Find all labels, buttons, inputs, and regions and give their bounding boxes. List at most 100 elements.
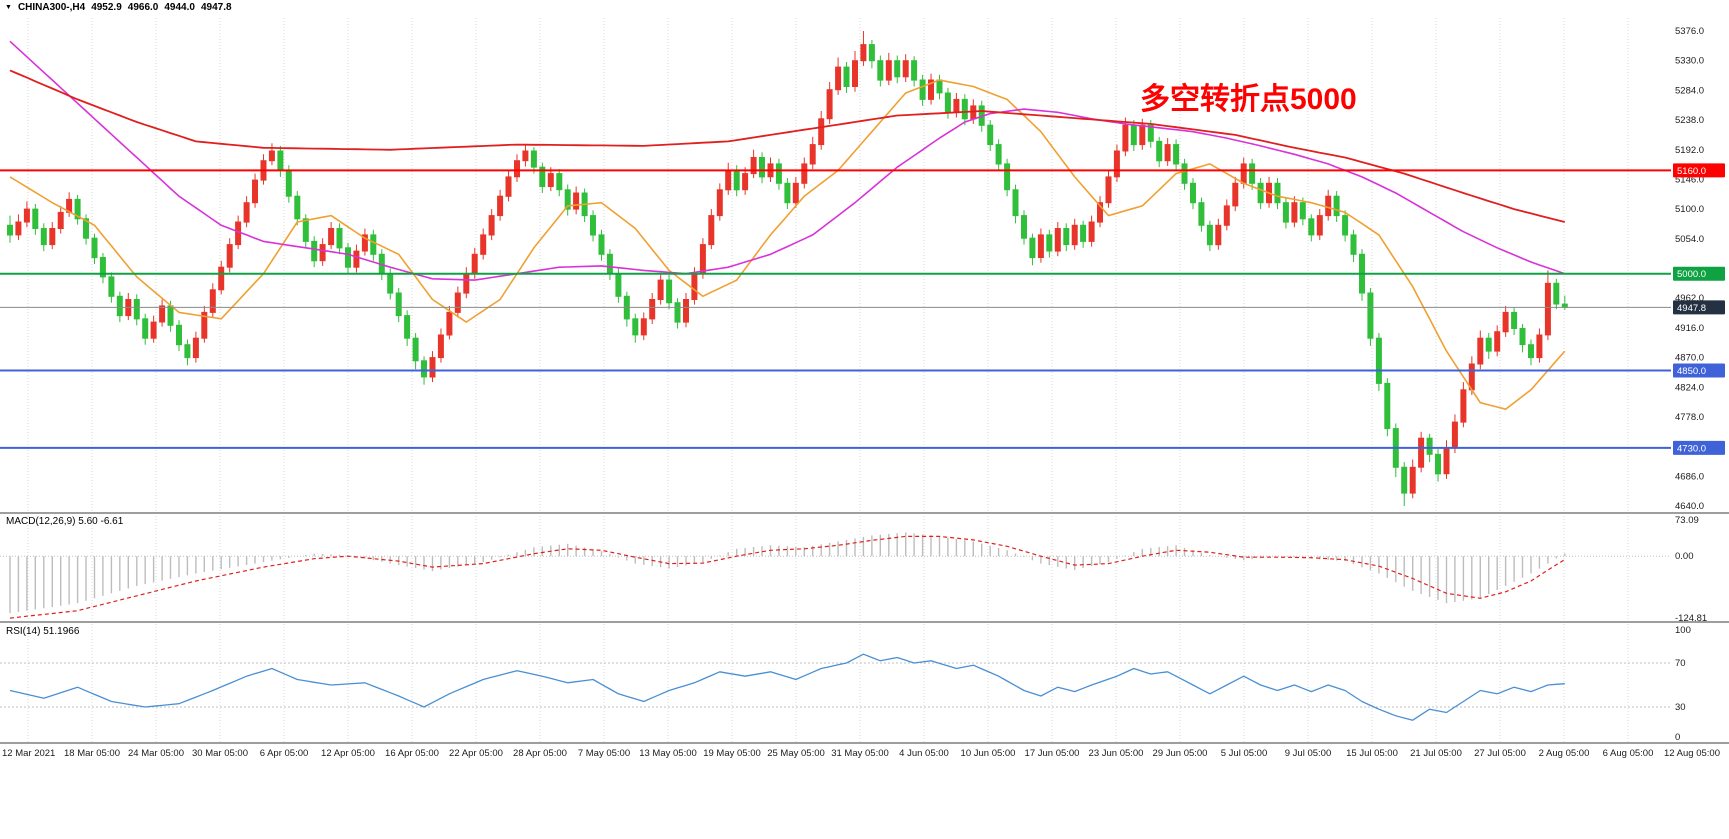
candle-body <box>716 189 723 217</box>
candle-body <box>480 234 487 255</box>
candle-body <box>235 221 242 246</box>
candle-body <box>801 163 808 184</box>
candle-body <box>463 273 470 294</box>
candle-body <box>1046 234 1053 252</box>
candle-body <box>826 89 833 120</box>
candle-body <box>1147 124 1154 142</box>
candle-body <box>32 208 39 230</box>
candle-body <box>328 228 335 246</box>
candle-body <box>1384 382 1391 430</box>
macd-axis-label: -124.81 <box>1675 613 1707 624</box>
candle-body <box>1105 176 1112 204</box>
candle-body <box>488 215 495 236</box>
candle-body <box>868 44 875 62</box>
candle-body <box>319 244 326 262</box>
price-level-badge-label: 4730.0 <box>1677 443 1706 454</box>
candle-body <box>294 195 301 220</box>
candle-body <box>192 337 199 359</box>
candle-body <box>353 250 360 268</box>
candle-body <box>911 60 918 81</box>
price-level-badge <box>1673 266 1725 281</box>
candle-body <box>691 273 698 301</box>
candle-body <box>1553 282 1560 305</box>
macd-indicator-label: MACD(12,26,9) 5.60 -6.61 <box>6 516 124 527</box>
date-label: 12 Aug 05:00 <box>1664 748 1720 759</box>
candle-body <box>437 334 444 359</box>
candle-body <box>1139 124 1146 146</box>
candle-body <box>995 144 1002 165</box>
rsi-axis-label: 100 <box>1675 625 1691 636</box>
date-label: 31 May 05:00 <box>831 748 889 759</box>
candle-body <box>184 344 191 359</box>
candle-body <box>1451 421 1458 449</box>
candle-body <box>539 166 546 188</box>
candle-body <box>7 224 13 236</box>
candle-body <box>1299 202 1306 220</box>
candle-body <box>49 228 56 246</box>
candle-body <box>674 302 681 323</box>
price-tick-label: 5284.0 <box>1675 85 1704 96</box>
price-tick-label: 4640.0 <box>1675 501 1704 512</box>
rsi-line <box>9 653 1565 721</box>
date-label: 23 Jun 05:00 <box>1089 748 1144 759</box>
candle-body <box>1409 466 1416 494</box>
date-label: 27 Jul 05:00 <box>1474 748 1526 759</box>
candle-body <box>860 44 867 62</box>
candle-body <box>1342 215 1349 236</box>
candle-body <box>928 79 934 100</box>
price-tick-label: 4778.0 <box>1675 412 1704 423</box>
candle-body <box>514 160 520 178</box>
date-label: 16 Apr 05:00 <box>385 748 439 759</box>
candle-body <box>1097 202 1103 223</box>
candle-body <box>471 253 478 275</box>
candle-body <box>421 360 427 378</box>
candle-body <box>302 218 309 242</box>
candle-body <box>218 266 225 291</box>
date-label: 12 Mar 2021 <box>2 748 55 759</box>
candle-body <box>108 276 115 297</box>
candle-body <box>843 66 850 87</box>
candle-body <box>1029 237 1036 259</box>
price-level-badge <box>1673 163 1725 178</box>
candle-body <box>1012 189 1019 217</box>
candle-body <box>852 60 858 87</box>
price-tick-label: 5054.0 <box>1675 234 1704 245</box>
candle-body <box>497 195 504 217</box>
symbol-dropdown-icon[interactable]: ▼ <box>5 3 12 11</box>
candle-body <box>1173 144 1180 165</box>
candle-body <box>370 234 377 255</box>
date-label: 6 Apr 05:00 <box>260 748 309 759</box>
candle-body <box>1122 124 1129 152</box>
candle-body <box>361 234 368 252</box>
macd-axis-label: 0.00 <box>1675 551 1694 562</box>
candle-body <box>1544 282 1551 336</box>
candle-body <box>74 198 81 220</box>
price-level-badge-label: 5160.0 <box>1677 166 1706 177</box>
date-label: 25 May 05:00 <box>767 748 825 759</box>
date-label: 15 Jul 05:00 <box>1346 748 1398 759</box>
candle-body <box>953 98 960 113</box>
candle-body <box>590 215 596 236</box>
candle-body <box>1215 224 1222 246</box>
date-label: 13 May 05:00 <box>639 748 697 759</box>
candle-body <box>987 124 994 146</box>
candle-body <box>243 202 250 223</box>
candle-body <box>547 173 554 188</box>
quote-close: 4947.8 <box>200 2 232 13</box>
candle-body <box>1418 437 1425 468</box>
candle-body <box>1021 215 1027 239</box>
candle-body <box>345 247 351 268</box>
rsi-axis-label: 30 <box>1675 702 1686 713</box>
price-tick-label: 5100.0 <box>1675 204 1704 215</box>
candle-body <box>1164 144 1171 162</box>
candle-body <box>1063 228 1070 246</box>
candle-body <box>1240 163 1247 184</box>
candle-body <box>657 279 664 301</box>
candle-body <box>1130 124 1137 146</box>
candle-body <box>835 66 842 91</box>
date-label: 9 Jul 05:00 <box>1285 748 1331 759</box>
candle-body <box>336 228 343 249</box>
candle-body <box>725 169 732 191</box>
